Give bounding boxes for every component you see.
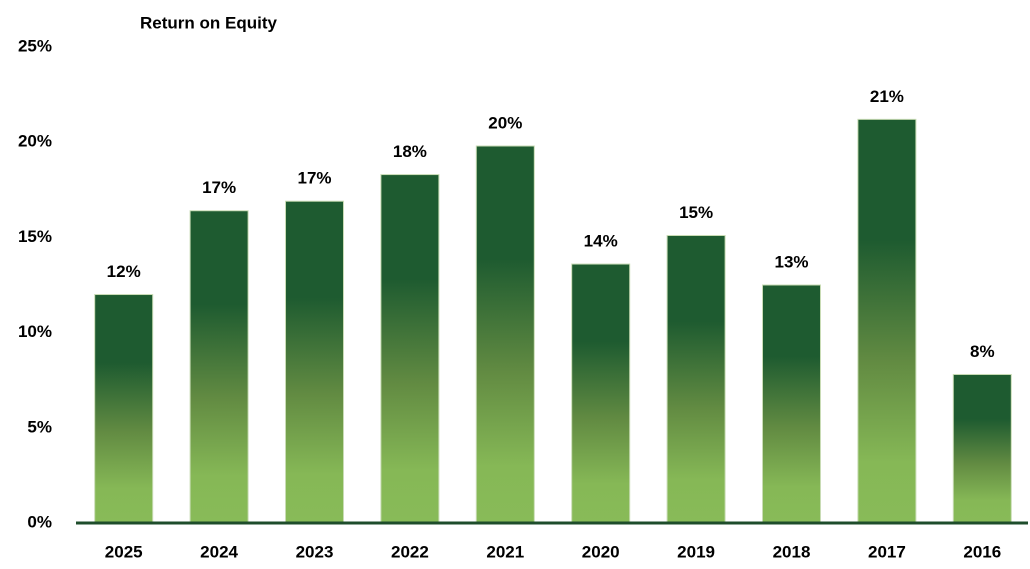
value-label: 14%	[584, 232, 618, 251]
value-label: 15%	[679, 203, 713, 222]
y-tick-label: 15%	[18, 227, 52, 246]
bar	[285, 200, 344, 524]
x-tick-label: 2021	[486, 542, 524, 561]
y-tick-label: 25%	[18, 36, 52, 55]
bar	[380, 174, 440, 524]
value-label: 17%	[202, 178, 236, 197]
value-label: 8%	[970, 342, 995, 361]
x-tick-label: 2025	[105, 542, 143, 561]
bar	[189, 210, 249, 524]
value-label: 18%	[393, 142, 427, 161]
value-label: 17%	[297, 169, 331, 188]
x-tick-label: 2016	[963, 542, 1001, 561]
value-label: 21%	[870, 87, 904, 106]
bar	[857, 118, 917, 524]
x-tick-label: 2020	[582, 542, 620, 561]
x-tick-label: 2023	[296, 542, 334, 561]
bar	[571, 263, 631, 524]
bar	[762, 284, 821, 524]
x-tick-label: 2022	[391, 542, 429, 561]
y-tick-label: 20%	[18, 132, 52, 151]
bar	[94, 294, 154, 524]
bar	[666, 234, 726, 524]
bar	[952, 373, 1012, 524]
y-tick-label: 0%	[27, 512, 52, 531]
value-label: 20%	[488, 113, 522, 132]
y-tick-label: 5%	[27, 417, 52, 436]
x-tick-label: 2019	[677, 542, 715, 561]
x-tick-label: 2018	[773, 542, 811, 561]
value-label: 12%	[107, 262, 141, 281]
value-label: 13%	[774, 252, 808, 271]
chart-title: Return on Equity	[140, 13, 277, 32]
y-tick-label: 10%	[18, 322, 52, 341]
bar	[475, 145, 535, 524]
x-tick-label: 2024	[200, 542, 238, 561]
x-tick-label: 2017	[868, 542, 906, 561]
